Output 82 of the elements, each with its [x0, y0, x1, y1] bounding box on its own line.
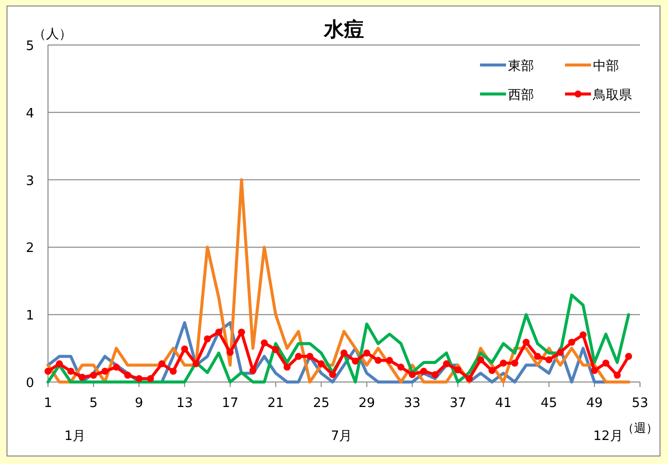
point [420, 368, 428, 375]
point [181, 345, 188, 352]
point [56, 360, 63, 368]
point [90, 372, 98, 379]
y-tick-label: 2 [26, 241, 34, 256]
point [329, 371, 336, 378]
point [284, 364, 291, 371]
point [534, 352, 542, 360]
x-tick-label: 17 [222, 396, 238, 411]
point [318, 360, 325, 368]
point [477, 356, 484, 364]
x-tick-label: 45 [540, 396, 558, 411]
x-tick-label: 29 [358, 396, 376, 411]
chart-title: 水痘 [323, 17, 364, 41]
point [432, 371, 439, 378]
x-tick-label: 13 [176, 396, 193, 411]
x-tick-label: 5 [89, 396, 98, 411]
y-tick-label: 0 [26, 376, 34, 391]
text: 12月 [593, 429, 623, 444]
y-tick-label: 1 [26, 308, 34, 324]
point [442, 360, 450, 368]
point [545, 356, 552, 364]
x-axis-title: （週） [622, 421, 658, 435]
x-tick-label: 41 [495, 396, 512, 411]
legend-label: 中部 [593, 59, 619, 74]
point [602, 360, 610, 367]
point [238, 328, 246, 336]
point [386, 356, 394, 364]
point [590, 367, 598, 374]
point [158, 360, 166, 368]
point [352, 358, 359, 365]
x-tick-label: 21 [267, 396, 284, 411]
point [568, 338, 576, 346]
text: 1月 [64, 429, 86, 444]
point [511, 360, 518, 367]
point [556, 348, 564, 356]
point [249, 367, 256, 374]
point [408, 371, 416, 378]
point [170, 368, 177, 375]
point [67, 368, 74, 375]
x-tick-label: 9 [134, 396, 144, 411]
y-tick-label: 3 [26, 174, 34, 189]
y-tick-label: 4 [26, 106, 34, 122]
text: 7月 [330, 429, 352, 444]
point [136, 375, 143, 382]
point [260, 339, 268, 346]
point [454, 366, 462, 374]
legend-label: 東部 [508, 59, 534, 74]
point [488, 367, 496, 374]
point [374, 356, 382, 364]
x-tick-label: 25 [312, 396, 330, 411]
point [192, 360, 200, 368]
x-tick-label: 37 [450, 396, 466, 411]
point [363, 350, 370, 357]
x-tick-label: 1 [44, 396, 52, 411]
point [466, 375, 473, 382]
x-tick-label: 33 [404, 396, 421, 411]
point [204, 335, 211, 342]
legend-label: 鳥取県 [592, 88, 632, 103]
point [112, 364, 120, 371]
point [226, 348, 234, 356]
x-tick-label: 53 [632, 396, 648, 411]
y-axis-title: （人） [33, 27, 72, 42]
point [340, 350, 348, 357]
point [294, 352, 302, 360]
point [101, 368, 108, 375]
point [397, 364, 404, 371]
point [215, 328, 222, 336]
point [580, 331, 587, 338]
point [272, 346, 280, 354]
x-tick-label: 49 [586, 396, 603, 411]
point [500, 360, 507, 367]
point [306, 352, 314, 360]
point [614, 372, 621, 379]
y-tick-label: 5 [26, 39, 34, 54]
point [78, 374, 86, 381]
point [124, 372, 132, 379]
point [625, 352, 632, 360]
legend-label: 西部 [508, 88, 534, 103]
point [522, 338, 530, 346]
point [146, 375, 154, 382]
point [44, 368, 52, 375]
